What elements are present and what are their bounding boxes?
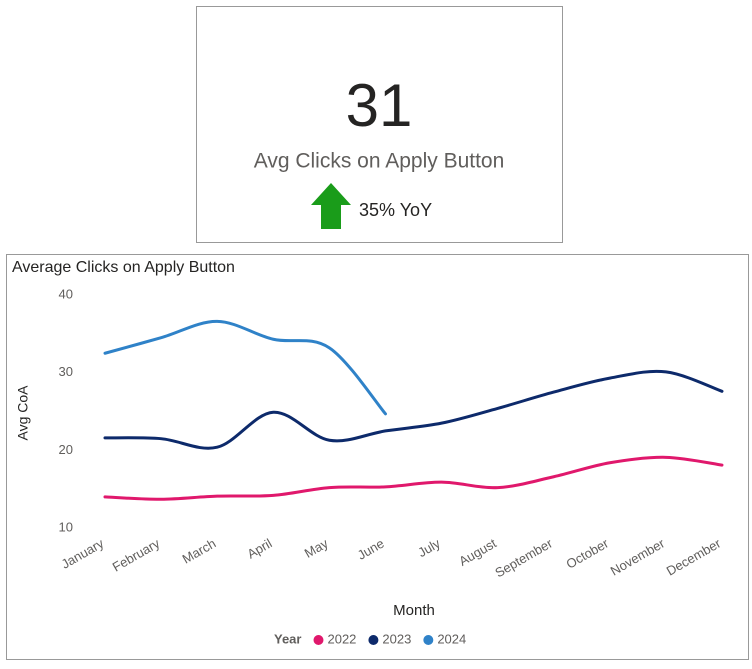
y-tick-label: 20 [59,442,73,457]
legend-marker [313,635,324,645]
chart-title: Average Clicks on Apply Button [12,259,235,276]
kpi-card [196,6,563,243]
kpi-change: 35% YoY [359,200,432,220]
legend-title: Year [274,631,301,646]
y-tick-label: 10 [59,519,73,534]
legend-marker [368,635,379,645]
kpi-label: Avg Clicks on Apply Button [254,150,505,173]
legend-label: 2023 [382,631,411,646]
chart-frame [6,254,749,660]
series-line [103,319,387,416]
up-arrow [311,183,351,229]
legend-label: 2022 [327,631,356,646]
series-line [103,369,724,450]
legend-marker [423,635,434,645]
legend-label: 2024 [437,631,466,646]
y-tick-label: 40 [59,286,73,301]
y-axis-label: Avg CoA [15,385,31,441]
x-axis-label: Month [393,602,435,619]
kpi-value: 31 [346,72,413,139]
series-line [103,455,724,501]
y-tick-label: 30 [59,364,73,379]
